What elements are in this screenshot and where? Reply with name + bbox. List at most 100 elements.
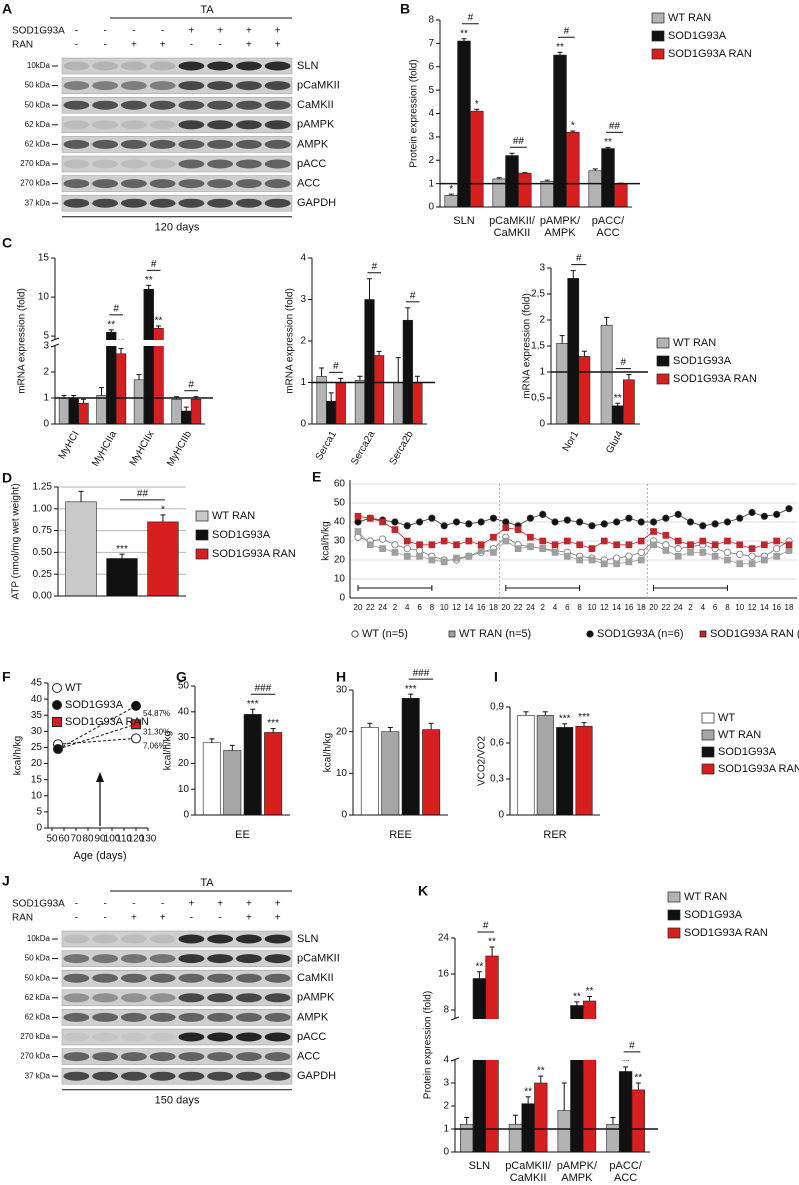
blot-band [178,1071,205,1081]
kda-label: 37 kDa [25,198,51,207]
bar [68,397,79,425]
bar [223,750,242,816]
point [366,541,374,549]
blot-band [178,954,205,964]
blot-band [264,81,291,91]
blot-band [149,1052,176,1062]
x-tick-label: 4 [701,603,706,612]
blot-strip [61,155,293,173]
blot-band [207,179,234,189]
point [551,518,559,526]
blot-band [207,1032,234,1042]
x-tick-label: 110 [116,834,132,845]
y-tick-label: 4 [443,1055,449,1066]
y-tick-label: 2,5 [531,289,545,300]
legend-label: SOD1G93A [718,746,777,758]
point [428,541,436,549]
point [440,522,448,530]
legend-swatch [701,712,715,724]
bar [472,978,487,1153]
kda-label: 50 kDa [25,100,51,109]
significance: ** [524,1086,532,1097]
blot-band [63,159,90,169]
y-tick-label: 0,5 [531,393,545,404]
y-tick-label: 0 [43,419,49,430]
blot-band [63,973,90,983]
condition-sign: - [75,40,78,51]
bar [115,353,127,425]
point [785,505,793,513]
bar [335,382,346,425]
significance: * [571,121,575,132]
legend-label: SOD1G93A [668,30,727,42]
comparison-label: ## [513,136,525,147]
blot-band [120,1032,147,1042]
blot-band [264,179,291,189]
blot-band [120,1012,147,1022]
x-tick-label: REE [389,829,412,841]
y-tick-label: 0 [300,419,306,430]
x-tick-label: 8 [430,603,435,612]
significance: ** [573,992,581,1003]
point [748,508,756,517]
blot-band [120,139,147,149]
condition-sign: + [246,913,252,924]
legend-label: SOD1G93A RAN [684,927,768,939]
legend-label: WT (n=5) [362,628,408,640]
condition-sign: + [275,40,281,51]
condition-sign: + [131,913,137,924]
bar [567,278,580,425]
panel-letter: B [400,1,410,17]
condition-sign: - [161,899,164,910]
protein-label: pAMPK [297,119,335,131]
y-tick-label: 60 [334,479,346,490]
x-tick-label: MyHCIIa [90,429,119,469]
blot-band [235,61,262,71]
point [366,514,374,522]
y-tick-label: 1 [43,393,49,404]
x-tick-label: 130 [140,834,157,845]
point [662,547,670,554]
end-label: 31,30% [143,727,170,736]
point [53,744,63,755]
point [477,541,485,549]
kda-label: 62 kDa [25,1013,51,1022]
blot-band [178,100,205,110]
bar [316,375,327,425]
point [699,549,707,556]
point [588,556,596,564]
x-tick-label: pAMPK/ [557,1160,598,1172]
bar [181,410,192,425]
point [391,526,399,533]
bar [373,355,385,425]
legend-label: SOD1G93A RAN [65,716,149,728]
kda-label: 270 kDa [20,179,50,188]
y-tick-label: 1,5 [531,341,545,352]
blot-band [120,61,147,71]
legend-label: SOD1G93A [673,355,732,367]
y-tick-label: 45 [31,678,43,689]
bar [611,405,624,425]
x-tick-label: 60 [58,834,70,845]
blot-band [92,1071,119,1081]
point [637,537,645,545]
point [490,549,497,556]
y-tick-label: 10 [336,768,348,779]
blot-band [149,973,176,983]
point [502,524,510,532]
y-tick-label: 2 [43,367,49,378]
blot-band [149,139,176,149]
bar [190,398,202,425]
blot-band [235,993,262,1003]
significance: ** [604,137,612,148]
condition-sign: + [275,899,281,910]
x-tick-label: 22 [366,603,375,612]
blot-band [120,120,147,130]
point [391,541,399,549]
blot-band [92,120,119,130]
legend-label: WT RAN (n=5) [459,628,531,640]
kda-label: 62 kDa [25,140,51,149]
bar [521,1103,535,1153]
